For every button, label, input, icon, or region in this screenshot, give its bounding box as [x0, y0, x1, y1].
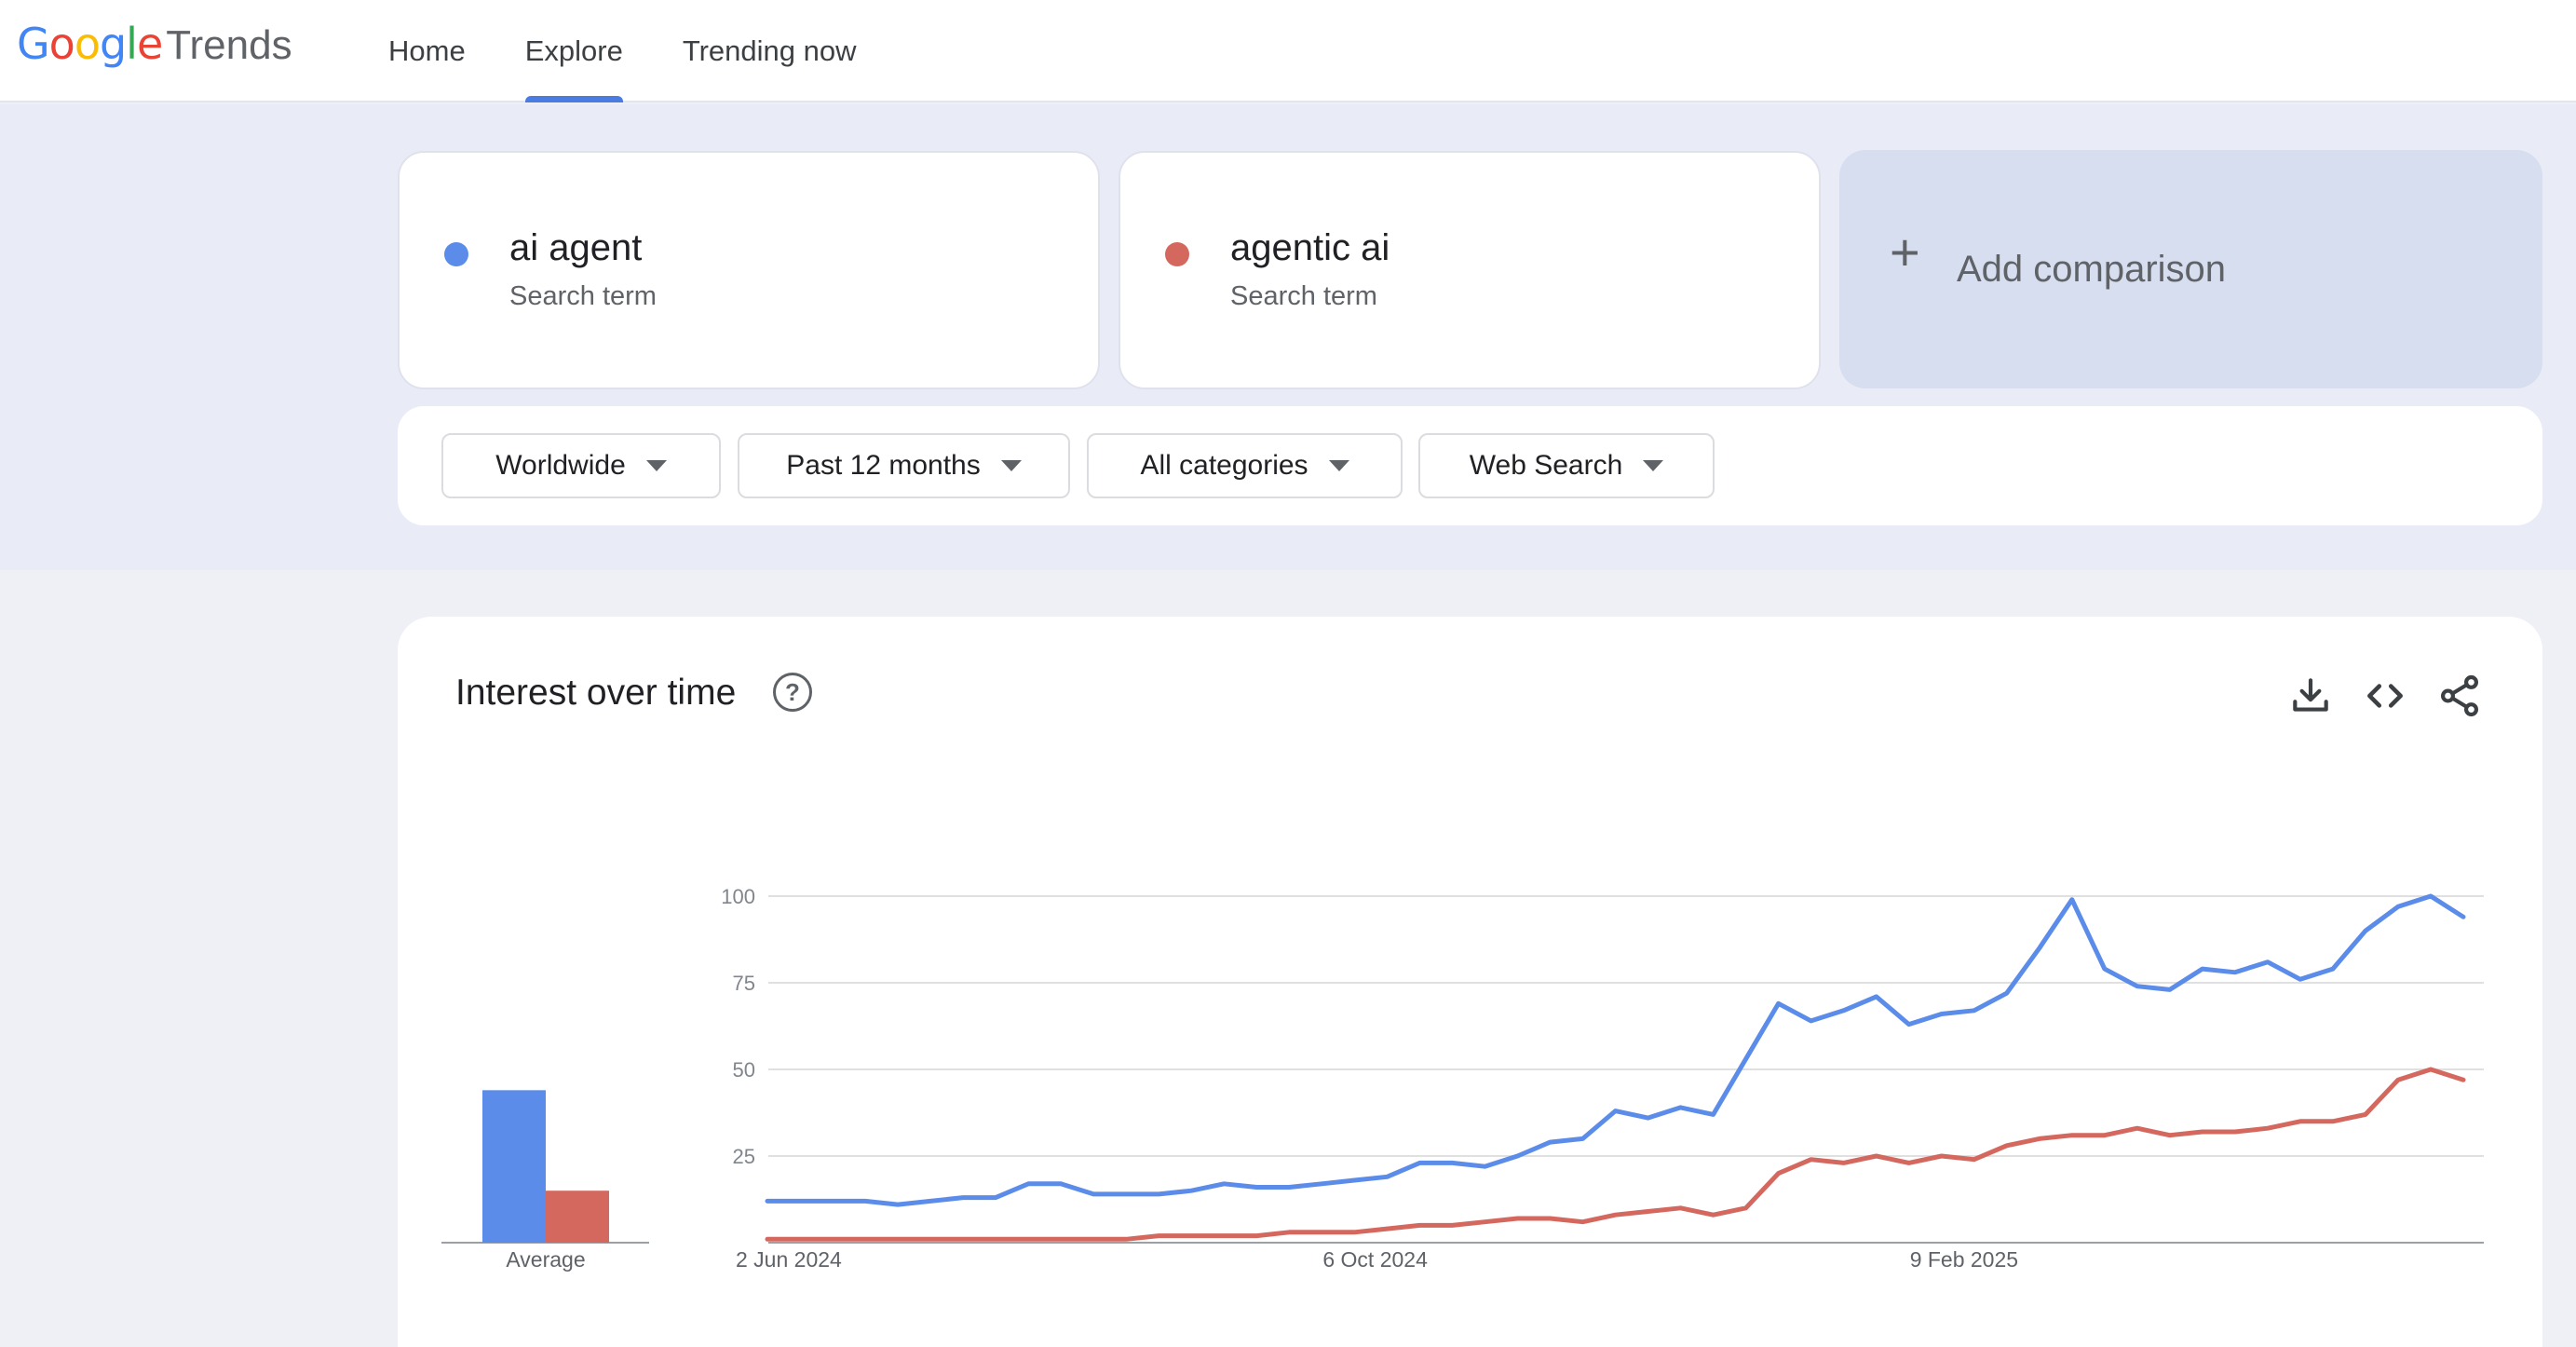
- term-subtitle-1: Search term: [509, 281, 657, 311]
- term-subtitle-2: Search term: [1230, 281, 1377, 311]
- series-line-1: [765, 893, 2466, 1207]
- caret-down-icon: [645, 460, 667, 471]
- caret-down-icon: [1643, 460, 1664, 471]
- y-tick-label: 50: [733, 1058, 755, 1082]
- logo-product-name: Trends: [166, 22, 292, 68]
- nav-explore[interactable]: Explore: [495, 0, 653, 102]
- average-bars: Average: [441, 1090, 649, 1272]
- x-tick-label: 6 Oct 2024: [1322, 1247, 1428, 1272]
- logo-letter-5: l: [126, 19, 138, 69]
- interest-over-time-card: Interest over time ? 25 50 75 100 Average 2…: [398, 617, 2542, 1347]
- term-name-2: agentic ai: [1230, 227, 1390, 268]
- average-bar-2: [546, 1191, 609, 1243]
- term-color-dot-1: [444, 242, 468, 266]
- filter-search-type-label: Web Search: [1469, 450, 1623, 481]
- search-term-card-1[interactable]: ai agent Search term: [398, 151, 1100, 389]
- main-nav: Home Explore Trending now: [359, 0, 887, 102]
- filter-location-label: Worldwide: [495, 450, 626, 481]
- download-icon[interactable]: [2287, 673, 2334, 719]
- series-line-2: [765, 1067, 2466, 1242]
- average-bar-1: [482, 1090, 546, 1243]
- caret-down-icon: [1328, 460, 1349, 471]
- filter-search-type[interactable]: Web Search: [1418, 433, 1715, 498]
- interest-chart: 25 50 75 100 Average 2 Jun 2024 6 Oct 2024 9 …: [441, 885, 2484, 1272]
- search-term-card-2[interactable]: agentic ai Search term: [1119, 151, 1821, 389]
- x-tick-label: 2 Jun 2024: [736, 1247, 842, 1272]
- google-trends-logo[interactable]: G o o g l e Trends: [17, 19, 292, 78]
- filter-time-range[interactable]: Past 12 months: [738, 433, 1070, 498]
- nav-home[interactable]: Home: [388, 34, 466, 67]
- top-header: G o o g l e Trends Home Explore Trending…: [0, 0, 2576, 102]
- add-comparison-label: Add comparison: [1957, 249, 2227, 290]
- filter-time-range-label: Past 12 months: [786, 450, 981, 481]
- logo-letter-6: e: [136, 19, 163, 69]
- logo-letter-2: o: [48, 19, 75, 69]
- x-tick-label: 9 Feb 2025: [1910, 1247, 2018, 1272]
- y-tick-label: 25: [733, 1145, 755, 1168]
- filter-category-label: All categories: [1140, 450, 1308, 481]
- y-tick-label: 100: [721, 885, 755, 908]
- logo-letter-4: g: [99, 19, 127, 69]
- term-color-dot-2: [1165, 242, 1189, 266]
- chart-series: [765, 893, 2466, 1242]
- logo-letter-1: G: [17, 19, 50, 69]
- card-title: Interest over time: [455, 673, 737, 713]
- help-icon[interactable]: ?: [773, 673, 812, 712]
- caret-down-icon: [1000, 460, 1022, 471]
- y-tick-label: 75: [733, 972, 755, 995]
- average-label: Average: [506, 1247, 585, 1272]
- nav-trending-now[interactable]: Trending now: [682, 34, 857, 67]
- plus-icon: +: [1890, 223, 1920, 281]
- chart-gridlines: 25 50 75 100: [721, 885, 2484, 1244]
- x-axis-labels: 2 Jun 2024 6 Oct 2024 9 Feb 2025: [736, 1247, 2018, 1272]
- filter-category[interactable]: All categories: [1087, 433, 1403, 498]
- filter-bar: Worldwide Past 12 months All categories …: [398, 406, 2542, 525]
- embed-code-icon[interactable]: [2362, 673, 2408, 719]
- logo-letter-3: o: [74, 19, 101, 69]
- term-name-1: ai agent: [509, 227, 643, 268]
- filter-location[interactable]: Worldwide: [441, 433, 721, 498]
- share-icon[interactable]: [2436, 673, 2483, 719]
- add-comparison-button[interactable]: + Add comparison: [1839, 150, 2542, 388]
